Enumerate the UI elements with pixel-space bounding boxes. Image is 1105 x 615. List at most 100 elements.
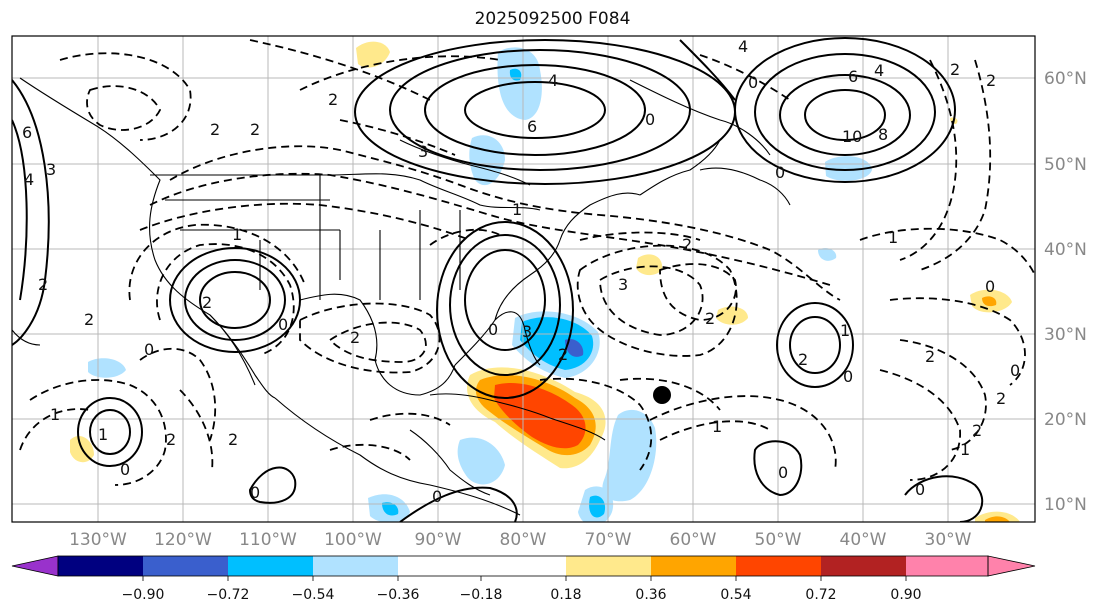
contour-label: 0: [488, 320, 498, 339]
contour-label: 0: [775, 163, 785, 182]
contour-label: 3: [46, 160, 56, 179]
contour-labels: 6 4 3 2 2 4 6 10 8 4 6 4 3 2 3 2 1 2 2 1…: [22, 37, 1020, 506]
contour-label: 2: [972, 421, 982, 440]
contour-label: 4: [874, 61, 884, 80]
lon-label: 30°W: [925, 530, 972, 550]
lat-label: 50°N: [1044, 155, 1087, 175]
lon-label: 80°W: [500, 530, 547, 550]
lon-label: 40°W: [840, 530, 887, 550]
contour-label: 1: [512, 200, 522, 219]
colorbar-extend-high: [987, 555, 1036, 577]
contour-label: 1: [50, 405, 60, 424]
contour-label: 1: [232, 225, 242, 244]
contour-label: 2: [250, 120, 260, 139]
lat-label: 30°N: [1044, 325, 1087, 345]
colorbar-tick-label: −0.18: [460, 587, 503, 603]
contour-label: 6: [527, 117, 537, 136]
colorbar-segment: [736, 556, 821, 576]
contour-label: 6: [22, 123, 32, 142]
map-frame: [11, 35, 1036, 523]
contour-label: 10: [842, 127, 862, 146]
colorbar-segment: [398, 556, 566, 576]
contour-label: 0: [1010, 361, 1020, 380]
dashed-contours: [19, 39, 1035, 486]
colorbar-segment: [906, 556, 988, 576]
contour-label: 2: [996, 389, 1006, 408]
contour-label: 1: [888, 228, 898, 247]
contour-label: 4: [24, 170, 34, 189]
map-title: 2025092500 F084: [474, 9, 631, 29]
contour-label: 0: [843, 367, 853, 386]
contour-label: 2: [798, 350, 808, 369]
lat-label: 20°N: [1044, 410, 1087, 430]
contour-label: 2: [84, 310, 94, 329]
map-area: 6 4 3 2 2 4 6 10 8 4 6 4 3 2 3 2 1 2 2 1…: [12, 36, 1035, 522]
contour-label: 1: [712, 417, 722, 436]
colorbar-tick-label: 0.90: [890, 587, 921, 603]
contour-label: 4: [738, 37, 748, 56]
colorbar-tick-label: 0.72: [805, 587, 836, 603]
colorbar-segment: [651, 556, 736, 576]
contour-label: 8: [878, 125, 888, 144]
longitude-labels: 130°W 120°W 110°W 100°W 90°W 80°W 70°W 6…: [69, 530, 972, 550]
lon-label: 50°W: [755, 530, 802, 550]
contour-label: 3: [418, 142, 428, 161]
contour-label: 2: [925, 347, 935, 366]
contour-label: 0: [144, 340, 154, 359]
contour-label: 2: [350, 328, 360, 347]
lat-label: 40°N: [1044, 240, 1087, 260]
contour-label: 2: [950, 60, 960, 79]
contour-label: 0: [120, 460, 130, 479]
colorbar-tick-label: 0.18: [550, 587, 581, 603]
lon-label: 120°W: [154, 530, 212, 550]
contour-label: 3: [522, 322, 532, 341]
contour-label: 2: [986, 71, 996, 90]
colorbar-tick-label: −0.36: [377, 587, 420, 603]
lon-label: 130°W: [69, 530, 127, 550]
lon-label: 100°W: [324, 530, 382, 550]
contour-label: 2: [202, 293, 212, 312]
lon-label: 110°W: [239, 530, 297, 550]
colorbar-segment: [566, 556, 651, 576]
lat-label: 60°N: [1044, 69, 1087, 89]
contour-label: 3: [618, 275, 628, 294]
contour-label: 6: [848, 67, 858, 86]
contour-label: 1: [960, 440, 970, 459]
contour-label: 2: [558, 345, 568, 364]
contour-label: 0: [778, 463, 788, 482]
colorbar: −0.90 −0.72 −0.54 −0.36 −0.18 0.18 0.36 …: [11, 555, 1036, 603]
contour-label: 0: [915, 480, 925, 499]
lon-label: 60°W: [670, 530, 717, 550]
colorbar-segment: [58, 556, 143, 576]
contour-label: 0: [278, 315, 288, 334]
colorbar-tick-label: −0.54: [292, 587, 335, 603]
colorbar-tick-label: 0.54: [720, 587, 751, 603]
contour-label: 2: [705, 309, 715, 328]
contour-label: 2: [328, 90, 338, 109]
contour-label: 2: [228, 430, 238, 449]
lon-label: 90°W: [415, 530, 462, 550]
contour-label: 4: [548, 71, 558, 90]
contour-label: 1: [98, 425, 108, 444]
colorbar-segment: [143, 556, 228, 576]
contour-label: 0: [985, 277, 995, 296]
storm-center-marker: [653, 386, 671, 404]
contour-label: 1: [840, 321, 850, 340]
lat-label: 10°N: [1044, 495, 1087, 515]
colorbar-extend-low: [11, 555, 59, 577]
contour-label: 2: [166, 430, 176, 449]
colorbar-segment: [228, 556, 313, 576]
solid-contours: [12, 37, 984, 522]
coastlines: [12, 77, 791, 516]
contour-label: 2: [682, 235, 692, 254]
contour-label: 2: [38, 275, 48, 294]
contour-label: 0: [250, 483, 260, 502]
colorbar-tick-label: −0.72: [207, 587, 250, 603]
contour-label: 0: [748, 73, 758, 92]
colorbar-segment: [821, 556, 906, 576]
colorbar-segment: [313, 556, 398, 576]
contour-label: 0: [645, 110, 655, 129]
colorbar-tick-label: −0.90: [122, 587, 165, 603]
latitude-labels: 60°N 50°N 40°N 30°N 20°N 10°N: [1044, 69, 1087, 515]
